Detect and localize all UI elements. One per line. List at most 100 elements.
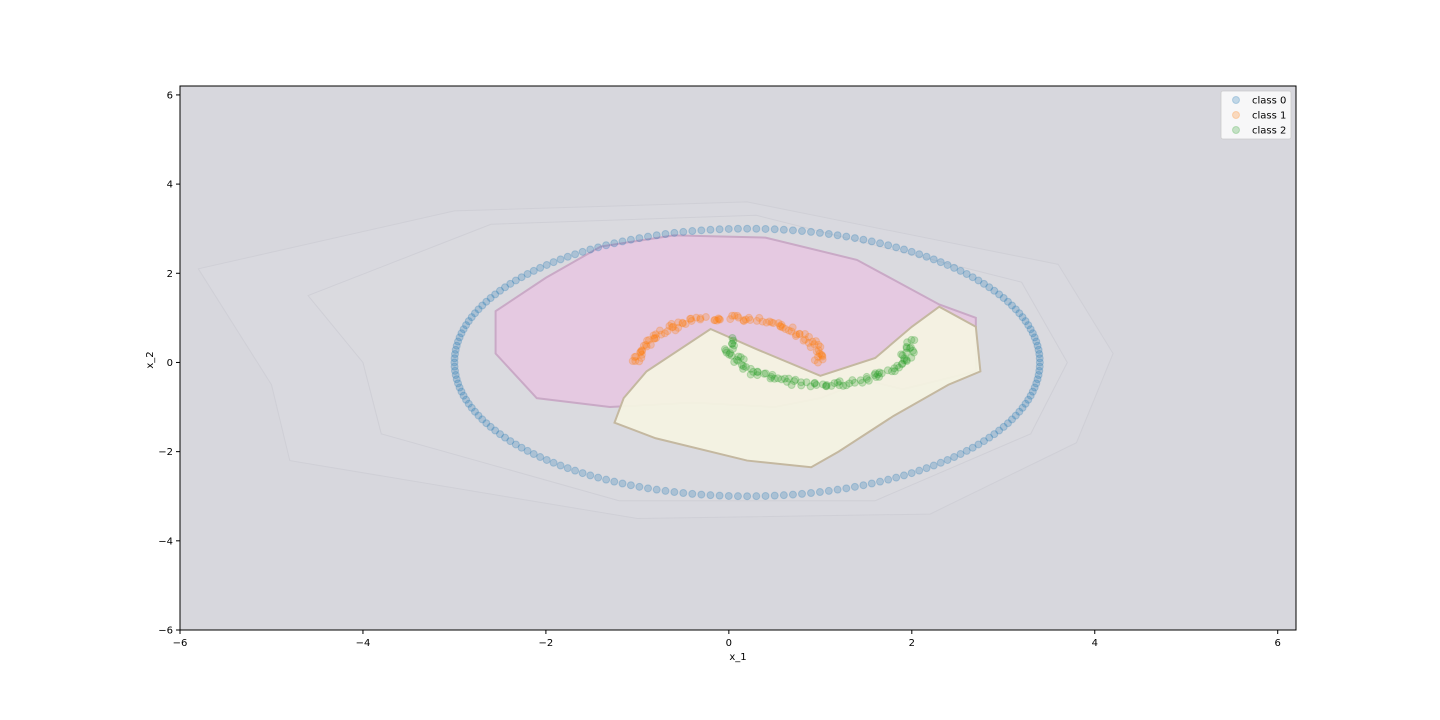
data-point [1011,411,1020,420]
data-point [1028,387,1037,396]
legend-label-class-1: class 1 [1252,111,1286,122]
data-point [578,247,587,256]
data-point [739,362,748,371]
data-point [875,368,884,377]
data-point [1030,383,1039,392]
data-point [755,313,764,322]
data-point [807,489,816,498]
data-point [784,374,793,383]
data-point [722,348,731,357]
data-point [753,371,762,380]
data-point [679,227,688,236]
data-point [696,314,705,323]
data-point [642,342,651,351]
data-point [451,371,460,380]
data-point [610,239,619,248]
data-point [905,344,914,353]
data-point [814,340,823,349]
data-point [730,358,739,367]
data-point [706,225,715,234]
data-point [725,350,734,359]
data-point [610,477,619,486]
data-point [536,263,545,272]
data-point [792,330,801,339]
data-point [529,266,538,275]
data-point [482,419,491,428]
data-point [898,351,907,360]
data-point [870,371,879,380]
data-point [602,475,611,484]
data-point [777,375,786,384]
data-point [867,479,876,488]
data-point [812,347,821,356]
data-point [907,469,916,478]
data-point [649,331,658,340]
data-point [1024,321,1033,330]
data-point [454,337,463,346]
data-point [848,376,857,385]
data-point [850,234,859,243]
data-point [862,372,871,381]
data-point [788,226,797,235]
data-point [768,370,777,379]
data-point [979,279,988,288]
data-point [681,319,690,328]
legend-label-class-2: class 2 [1252,126,1286,137]
data-point [784,326,793,335]
data-point [1026,325,1035,334]
data-point [781,325,790,334]
data-point [737,360,746,369]
data-point [602,241,611,250]
data-point [795,329,804,338]
data-point [769,319,778,328]
data-point [833,231,842,240]
data-point [631,352,640,361]
data-point [715,315,724,324]
data-point [669,322,678,331]
x-tick-label: 0 [726,638,732,649]
y-tick-label: 6 [167,90,173,101]
x-tick-label: 2 [909,638,915,649]
data-point [736,353,745,362]
y-tick-label: 4 [167,180,173,191]
data-point [999,422,1008,431]
legend-box [1220,90,1292,140]
data-point [806,382,815,391]
data-point [907,335,916,344]
series-class-0 [450,224,1044,501]
x-tick-label: −2 [539,638,554,649]
data-point [824,486,833,495]
data-point [459,391,468,400]
data-point [641,340,650,349]
data-point [779,491,788,500]
data-point [773,374,782,383]
data-point [650,334,659,343]
data-point [1035,354,1044,363]
data-point [734,313,743,322]
data-point [517,273,526,282]
data-point [455,333,464,342]
data-point [827,381,836,390]
data-point [643,484,652,493]
data-point [636,347,645,356]
data-point [883,366,892,375]
data-point [908,346,917,355]
y-axis-ticks: −6 −4 −2 0 2 4 6 [158,90,180,637]
data-point [491,426,500,435]
data-point [776,322,785,331]
data-point [728,344,737,353]
data-point [900,354,909,363]
data-point [712,316,721,325]
x-tick-label: 4 [1092,638,1098,649]
data-point [910,336,919,345]
data-point [808,337,817,346]
data-point [626,235,635,244]
data-point [452,341,461,350]
y-tick-label: −4 [158,536,173,547]
data-point [893,361,902,370]
data-point [501,283,510,292]
data-point [761,369,770,378]
data-point [1032,337,1041,346]
data-point [728,333,737,342]
data-point [833,378,842,387]
